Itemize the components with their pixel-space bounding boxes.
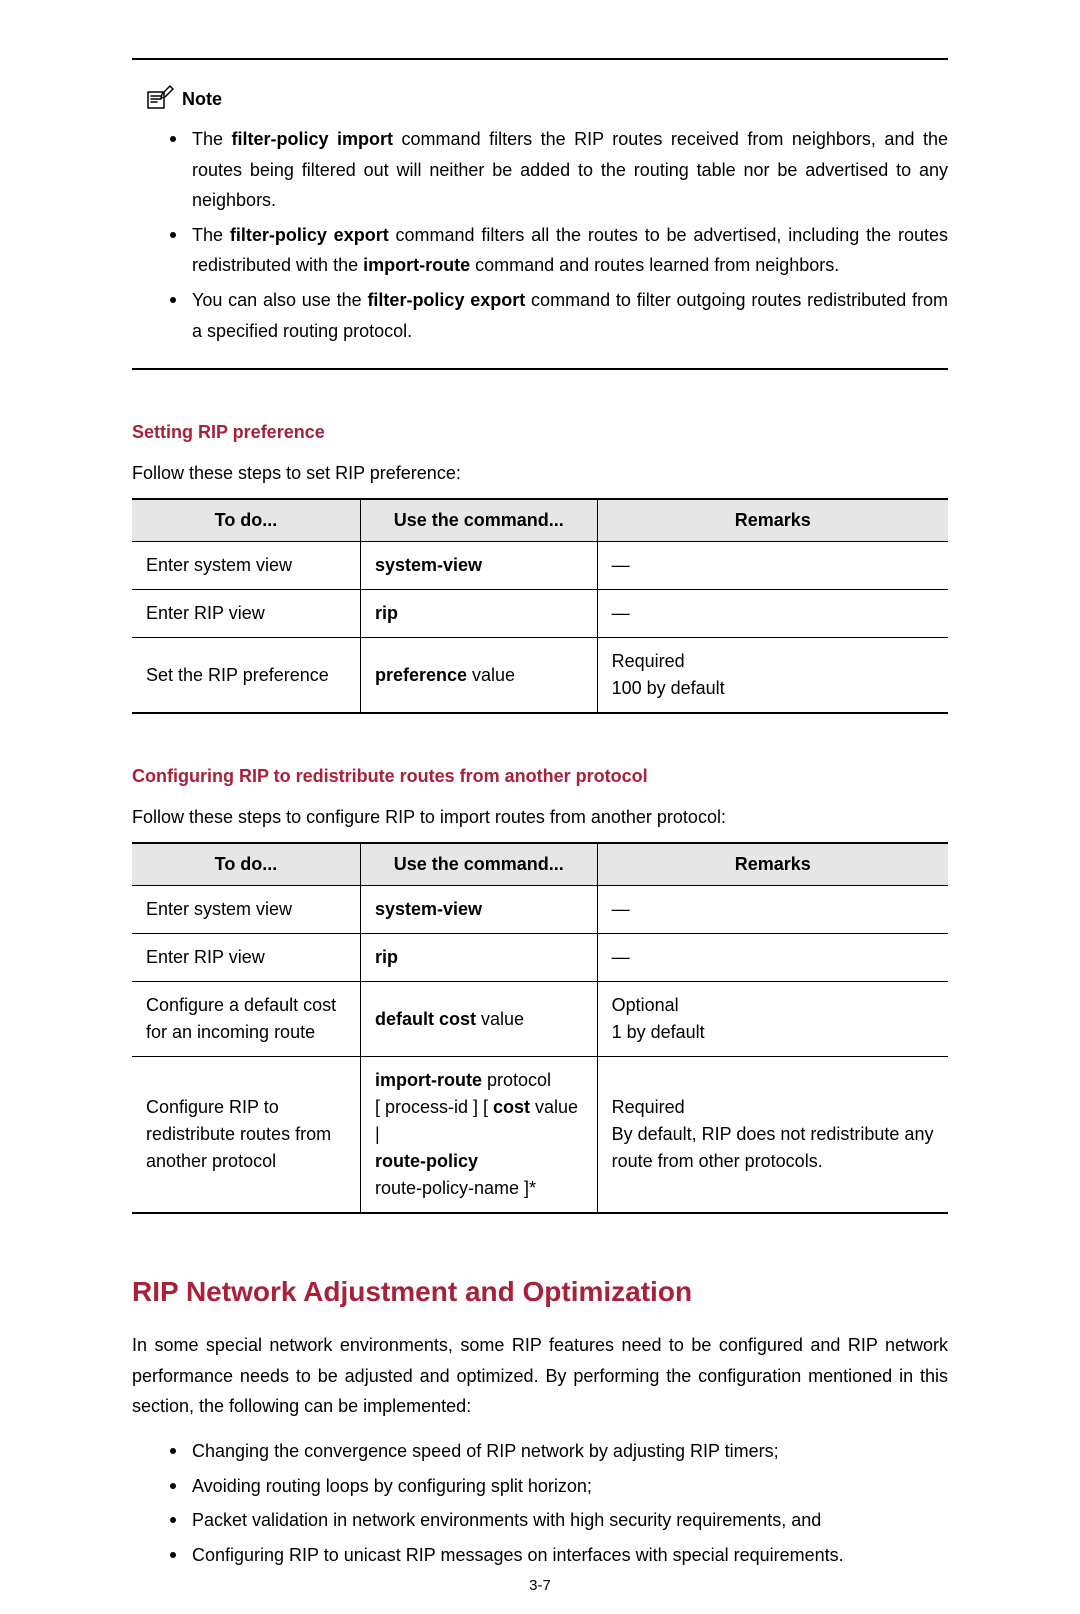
table-cell: — [597,886,948,934]
table-header: To do... [132,843,360,886]
section-heading: Configuring RIP to redistribute routes f… [132,766,948,787]
table-cell: RequiredBy default, RIP does not redistr… [597,1057,948,1214]
table-cell: Configure RIP to redistribute routes fro… [132,1057,360,1214]
list-item: Changing the convergence speed of RIP ne… [164,1436,948,1467]
table-header: Remarks [597,843,948,886]
table-cell: preference value [360,638,597,714]
note-bold: import-route [363,255,470,275]
body-paragraph: In some special network environments, so… [132,1330,948,1422]
note-label: Note [182,89,222,110]
table-cell: Enter RIP view [132,934,360,982]
note-header: Note [142,84,948,110]
list-item: Packet validation in network environment… [164,1505,948,1536]
note-text: The [192,129,232,149]
table-row: Set the RIP preference preference value … [132,638,948,714]
cmd-bold: preference [375,665,467,685]
note-end-rule [132,368,948,370]
table-row: Enter RIP view rip — [132,934,948,982]
table-cell: Enter RIP view [132,590,360,638]
table-cell: rip [360,934,597,982]
cmd-bold: system-view [375,555,482,575]
note-block: Note The filter-policy import command fi… [132,84,948,370]
rip-redistribute-table: To do... Use the command... Remarks Ente… [132,842,948,1214]
note-bold: filter-policy import [232,129,394,149]
page-number: 3-7 [0,1577,1080,1594]
table-row: Configure a default cost for an incoming… [132,982,948,1057]
table-header: Use the command... [360,843,597,886]
note-bullet-item: You can also use the filter-policy expor… [164,285,948,346]
table-row: Enter RIP view rip — [132,590,948,638]
table-row: Enter system view system-view — [132,886,948,934]
section-lead: Follow these steps to set RIP preference… [132,463,948,484]
table-cell: system-view [360,542,597,590]
note-text: You can also use the [192,290,367,310]
page-title: RIP Network Adjustment and Optimization [132,1276,948,1308]
table-row: Configure RIP to redistribute routes fro… [132,1057,948,1214]
note-bullet-item: The filter-policy import command filters… [164,124,948,216]
table-cell: Configure a default cost for an incoming… [132,982,360,1057]
note-bullet-list: The filter-policy import command filters… [132,124,948,346]
table-cell: Enter system view [132,886,360,934]
note-text: command and routes learned from neighbor… [470,255,839,275]
table-header-row: To do... Use the command... Remarks [132,843,948,886]
table-cell: rip [360,590,597,638]
note-icon [142,84,176,110]
table-cell: Required100 by default [597,638,948,714]
table-cell: import-route protocol[ process-id ] [ co… [360,1057,597,1214]
main-bullet-list: Changing the convergence speed of RIP ne… [132,1436,948,1570]
table-header: Use the command... [360,499,597,542]
table-cell: Optional1 by default [597,982,948,1057]
table-header: Remarks [597,499,948,542]
table-cell: system-view [360,886,597,934]
table-cell: — [597,542,948,590]
table-header-row: To do... Use the command... Remarks [132,499,948,542]
note-bold: filter-policy export [230,225,389,245]
list-item: Configuring RIP to unicast RIP messages … [164,1540,948,1571]
table-cell: Enter system view [132,542,360,590]
rip-preference-table: To do... Use the command... Remarks Ente… [132,498,948,714]
note-bold: filter-policy export [367,290,525,310]
note-text: The [192,225,230,245]
table-row: Enter system view system-view — [132,542,948,590]
document-page: Note The filter-policy import command fi… [0,0,1080,1614]
table-cell: default cost value [360,982,597,1057]
section-lead: Follow these steps to configure RIP to i… [132,807,948,828]
table-cell: — [597,934,948,982]
list-item: Avoiding routing loops by configuring sp… [164,1471,948,1502]
table-cell: Set the RIP preference [132,638,360,714]
table-cell: — [597,590,948,638]
section-heading: Setting RIP preference [132,422,948,443]
cmd-plain: value [467,665,515,685]
table-header: To do... [132,499,360,542]
top-horizontal-rule [132,58,948,60]
cmd-bold: rip [375,603,398,623]
note-bullet-item: The filter-policy export command filters… [164,220,948,281]
